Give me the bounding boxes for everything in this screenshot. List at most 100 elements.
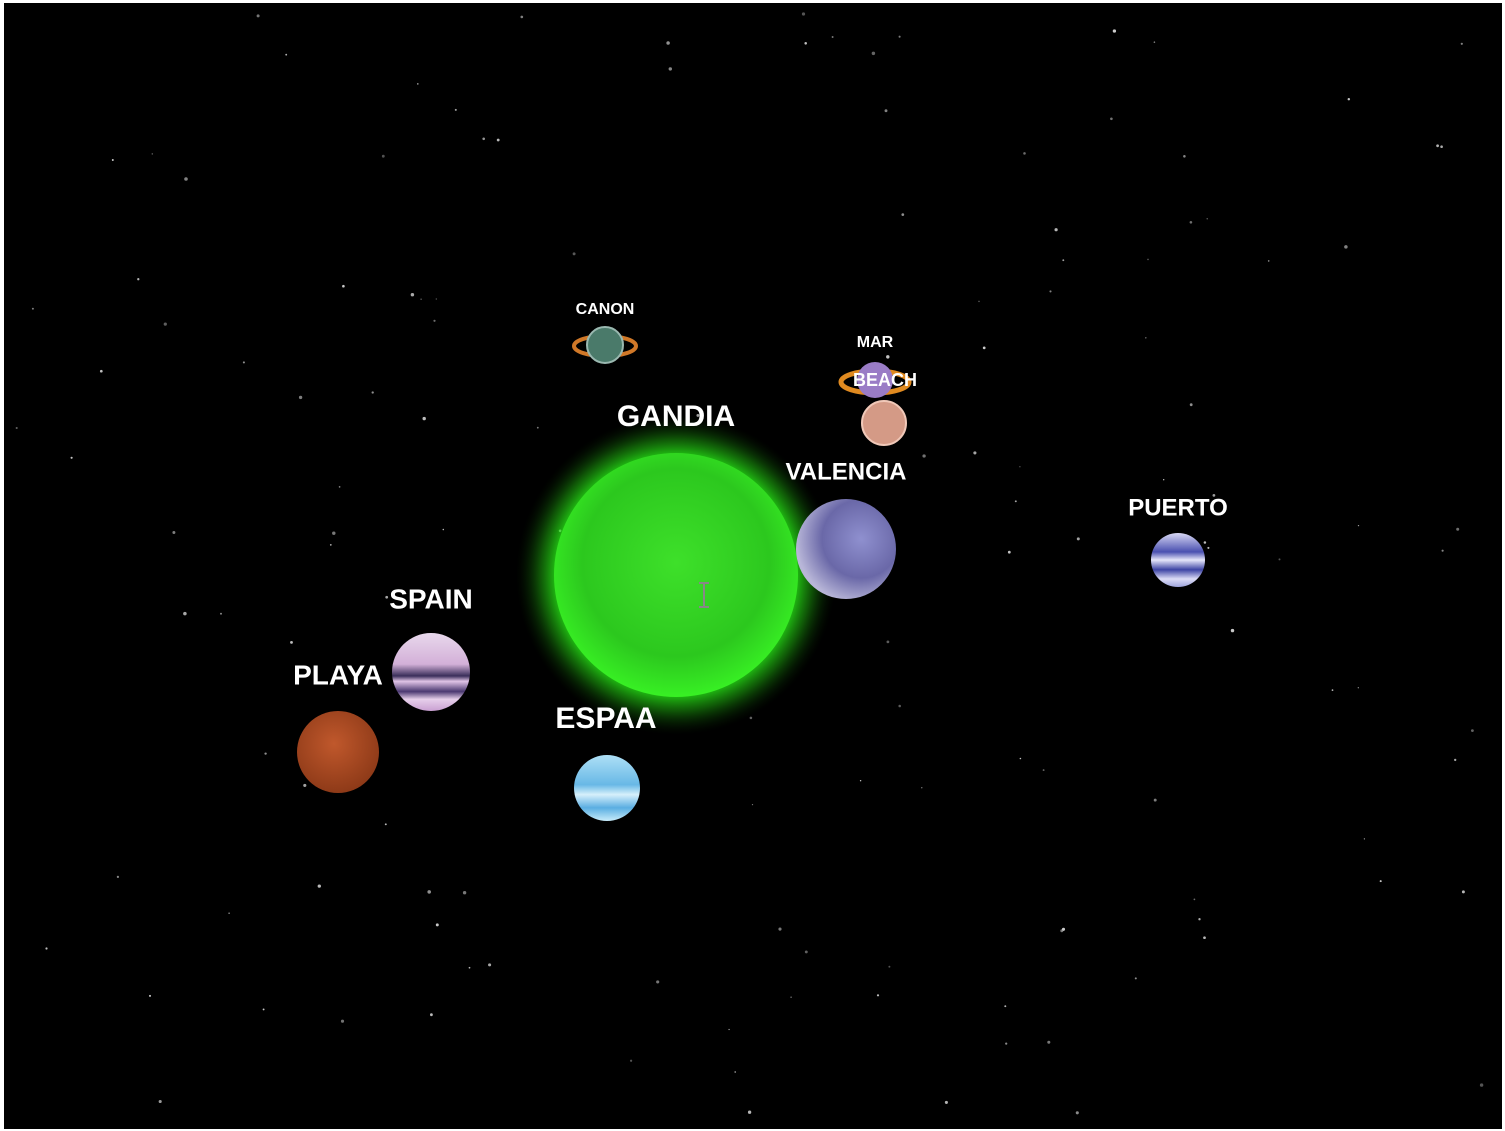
star [656, 980, 659, 983]
star [1147, 259, 1149, 261]
star [1154, 799, 1157, 802]
planet-beach[interactable] [862, 401, 906, 445]
star [183, 612, 187, 616]
star [1043, 769, 1045, 771]
star [1436, 144, 1439, 147]
star [112, 159, 114, 161]
star [184, 177, 188, 181]
star [482, 138, 485, 141]
planet-valencia[interactable] [796, 499, 896, 599]
star [1154, 41, 1156, 43]
star [330, 544, 332, 546]
star [382, 155, 385, 158]
star [1062, 928, 1065, 931]
star [1480, 1083, 1483, 1086]
planet-label[interactable]: GANDIA [617, 400, 735, 433]
star [1442, 550, 1444, 552]
star [427, 890, 431, 894]
star [1076, 1111, 1079, 1114]
planet-puerto[interactable] [1151, 533, 1205, 587]
star [1440, 145, 1443, 148]
star [899, 36, 901, 38]
star [1015, 500, 1017, 502]
star [45, 947, 47, 949]
star [164, 322, 167, 325]
star [159, 1100, 162, 1103]
star [264, 752, 266, 754]
star [537, 427, 539, 429]
star [1047, 1041, 1050, 1044]
planet-label[interactable]: ESPAA [555, 702, 656, 735]
star [1364, 838, 1365, 839]
planet-label[interactable]: VALENCIA [786, 458, 907, 485]
star [1163, 479, 1164, 480]
planet-label[interactable]: PLAYA [293, 659, 383, 690]
planet-gandia[interactable] [554, 453, 798, 697]
star [385, 823, 387, 825]
star [1110, 117, 1113, 120]
star [332, 531, 335, 534]
star [886, 355, 889, 358]
star [1456, 528, 1459, 531]
star [318, 884, 321, 887]
star [1062, 259, 1064, 261]
star [71, 457, 73, 459]
planet-playa[interactable] [297, 711, 379, 793]
star [436, 923, 439, 926]
star [1358, 525, 1359, 526]
star [1454, 759, 1456, 761]
star [1380, 880, 1382, 882]
star [1113, 29, 1116, 32]
star [666, 41, 670, 45]
star [978, 301, 980, 303]
star [423, 417, 426, 420]
star [748, 1111, 751, 1114]
star [973, 451, 976, 454]
star [436, 298, 437, 299]
star [1019, 466, 1020, 467]
star [1471, 729, 1474, 732]
star [137, 278, 139, 280]
star [983, 347, 986, 350]
star [669, 67, 672, 70]
star [945, 1101, 948, 1104]
star [220, 613, 222, 615]
star [1194, 899, 1196, 901]
star [1005, 1043, 1007, 1045]
star [1358, 687, 1359, 688]
star [1203, 936, 1206, 939]
planet-label[interactable]: SPAIN [389, 583, 473, 614]
star [520, 16, 523, 19]
star [630, 1060, 632, 1062]
star [149, 995, 151, 997]
planet-espaa[interactable] [574, 755, 640, 821]
star [1190, 221, 1193, 224]
star [290, 641, 293, 644]
star [778, 928, 781, 931]
star [430, 1013, 433, 1016]
planet-label[interactable]: PUERTO [1128, 494, 1228, 521]
star [750, 717, 753, 720]
star [1190, 403, 1193, 406]
planet-label[interactable]: MAR [857, 334, 894, 351]
star [922, 454, 925, 457]
star [488, 963, 491, 966]
star [385, 596, 388, 599]
star [1077, 537, 1080, 540]
planet-label[interactable]: CANON [576, 301, 635, 318]
solar-system-view: GANDIA CANON MAR BEACH VALENCIA PUERTO S… [0, 0, 1505, 1131]
planet-label[interactable]: BEACH [853, 370, 917, 390]
star [1198, 918, 1200, 920]
planet-canon[interactable] [587, 327, 623, 363]
star [802, 12, 805, 15]
star [1207, 218, 1208, 219]
star [433, 320, 435, 322]
star [463, 891, 466, 894]
star [443, 529, 445, 531]
star [888, 966, 890, 968]
star [1462, 890, 1465, 893]
star [1055, 228, 1058, 231]
planet-spain[interactable] [392, 633, 470, 711]
star [898, 705, 901, 708]
star [1135, 977, 1137, 979]
